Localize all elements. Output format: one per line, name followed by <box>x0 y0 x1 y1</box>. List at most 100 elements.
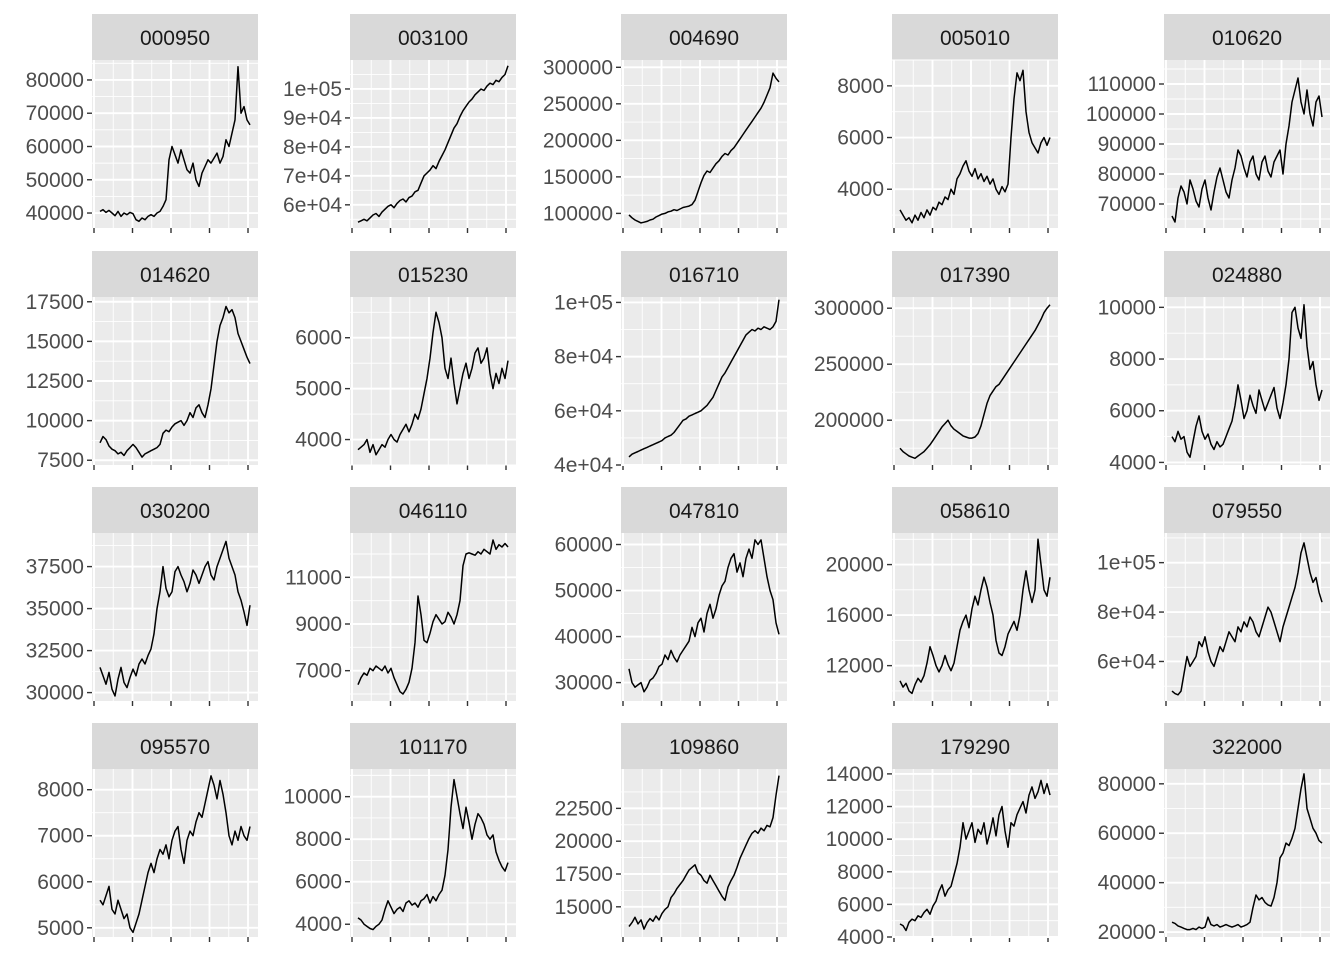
panel-background <box>621 533 787 701</box>
facet-panel-095570: 095570 5000 6000 7000 8000 <box>37 723 258 942</box>
facet-panel-322000: 322000 20000 40000 60000 80000 <box>1098 723 1330 944</box>
y-tick-label: 8000 <box>837 861 884 884</box>
panel-background <box>92 769 258 937</box>
facet-strip-label: 322000 <box>1212 736 1282 759</box>
y-tick-label: 7e+04 <box>283 165 342 188</box>
series-line <box>1171 542 1323 696</box>
series-line <box>628 72 780 224</box>
panel-background <box>892 533 1058 701</box>
y-tick-label: 4000 <box>295 429 342 452</box>
y-tick-label: 8e+04 <box>283 136 342 159</box>
y-tick-label: 12500 <box>26 370 84 393</box>
facet-strip <box>92 251 258 297</box>
facet-strip-label: 003100 <box>398 27 468 50</box>
y-tick-label: 200000 <box>814 409 884 432</box>
y-tick-label: 6e+04 <box>283 194 342 217</box>
y-tick-label: 300000 <box>543 56 613 79</box>
facet-strip <box>892 487 1058 533</box>
y-tick-label: 6e+04 <box>554 400 613 423</box>
y-tick-label: 11000 <box>285 566 342 589</box>
y-tick-label: 8000 <box>1109 348 1156 371</box>
panel-background <box>350 769 516 937</box>
facet-panel-079550: 079550 6e+04 8e+04 1e+05 <box>1097 487 1330 706</box>
facet-strip-label: 000950 <box>140 27 210 50</box>
series-line <box>357 311 509 456</box>
series-line <box>628 775 780 930</box>
y-tick-label: 4000 <box>1109 451 1156 474</box>
facet-panel-017390: 017390 200000 250000 300000 <box>814 251 1058 470</box>
facet-strip <box>621 723 787 769</box>
y-tick-label: 7000 <box>37 825 84 848</box>
facet-strip <box>350 723 516 769</box>
y-tick-label: 300000 <box>814 297 884 320</box>
panel-background <box>892 769 1058 937</box>
panel-background <box>350 297 516 465</box>
facet-panel-179290: 179290 4000 6000 8000 10000 12000 14000 <box>826 723 1058 949</box>
y-tick-label: 6000 <box>37 871 84 894</box>
y-tick-label: 5000 <box>295 378 342 401</box>
y-tick-label: 20000 <box>555 830 613 853</box>
facet-strip-label: 095570 <box>140 736 210 759</box>
y-tick-label: 9000 <box>295 613 342 636</box>
series-line <box>899 538 1051 695</box>
y-tick-label: 8000 <box>837 75 884 98</box>
facet-strip-label: 179290 <box>940 736 1010 759</box>
panel-background <box>92 533 258 701</box>
facet-panel-024880: 024880 4000 6000 8000 10000 <box>1098 251 1330 474</box>
facet-strip-label: 005010 <box>940 27 1010 50</box>
y-tick-label: 30000 <box>26 682 84 705</box>
facet-strip <box>350 251 516 297</box>
facet-strip <box>892 723 1058 769</box>
y-tick-label: 10000 <box>826 828 884 851</box>
y-tick-label: 6000 <box>837 127 884 150</box>
y-tick-label: 40000 <box>555 626 613 649</box>
facet-strip-label: 004690 <box>669 27 739 50</box>
y-tick-label: 16000 <box>826 604 884 627</box>
y-tick-label: 4000 <box>837 178 884 201</box>
facet-strip-label: 014620 <box>140 264 210 287</box>
y-tick-label: 250000 <box>814 353 884 376</box>
facet-panel-015230: 015230 4000 5000 6000 <box>295 251 516 470</box>
panel-background <box>621 769 787 937</box>
y-tick-label: 10000 <box>284 786 342 809</box>
series-line <box>899 69 1051 224</box>
y-tick-label: 8000 <box>295 828 342 851</box>
y-tick-label: 6000 <box>837 893 884 916</box>
y-tick-label: 4e+04 <box>554 454 613 477</box>
facet-panel-030200: 030200 30000 32500 35000 37500 <box>26 487 258 706</box>
facet-panel-014620: 014620 7500 10000 12500 15000 17500 <box>26 251 258 472</box>
y-tick-label: 12000 <box>826 796 884 819</box>
y-tick-label: 6000 <box>295 327 342 350</box>
y-tick-label: 70000 <box>26 102 84 125</box>
facet-strip-label: 047810 <box>669 500 739 523</box>
series-line <box>1171 773 1323 931</box>
series-line <box>899 779 1051 932</box>
facet-strip <box>1164 723 1330 769</box>
y-tick-label: 12000 <box>826 655 884 678</box>
y-tick-label: 14000 <box>826 763 884 786</box>
facet-strip <box>92 723 258 769</box>
series-line <box>1171 304 1323 458</box>
facet-strip <box>892 14 1058 60</box>
y-tick-label: 40000 <box>26 202 84 225</box>
y-tick-label: 15000 <box>555 896 613 919</box>
y-tick-label: 1e+05 <box>283 78 342 101</box>
y-tick-label: 80000 <box>26 69 84 92</box>
y-tick-label: 250000 <box>543 93 613 116</box>
y-tick-label: 37500 <box>26 556 84 579</box>
y-tick-label: 70000 <box>1098 193 1156 216</box>
facet-strip-label: 024880 <box>1212 264 1282 287</box>
series-line <box>899 304 1051 460</box>
facet-panel-058610: 058610 12000 16000 20000 <box>826 487 1058 706</box>
y-tick-label: 35000 <box>26 598 84 621</box>
y-tick-label: 4000 <box>295 913 342 936</box>
y-tick-label: 22500 <box>555 797 613 820</box>
facet-strip <box>1164 14 1330 60</box>
facet-panel-003100: 003100 6e+04 7e+04 8e+04 9e+04 1e+05 <box>283 14 516 233</box>
facet-strip <box>621 487 787 533</box>
y-tick-label: 9e+04 <box>283 107 342 130</box>
facet-panel-109860: 109860 15000 17500 20000 22500 <box>555 723 787 942</box>
y-tick-label: 32500 <box>26 640 84 663</box>
series-line <box>357 539 509 695</box>
y-tick-label: 30000 <box>555 672 613 695</box>
